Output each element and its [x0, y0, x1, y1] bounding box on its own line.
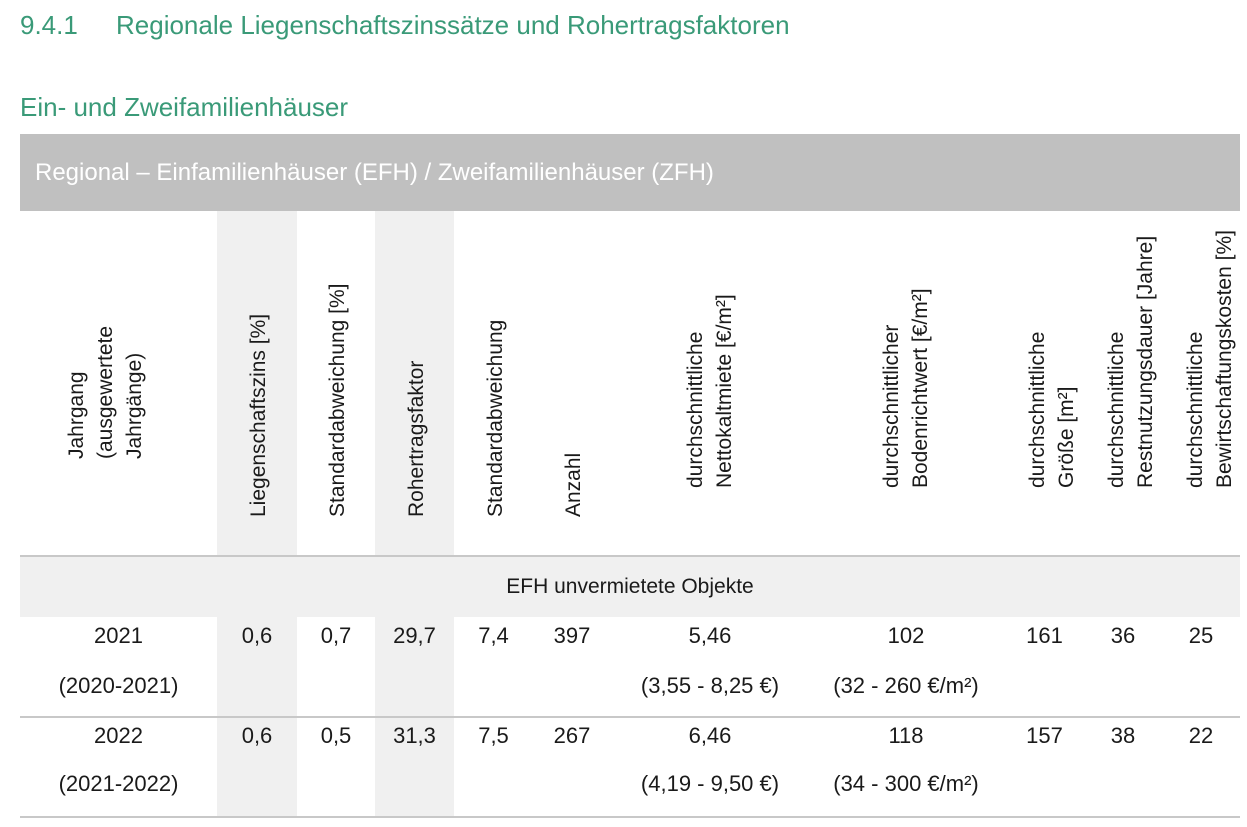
col-header-bewirtschaftungskosten: durchschnittliche Bewirtschaftungskosten… [1184, 230, 1236, 488]
table-banner: Regional – Einfamilienhäuser (EFH) / Zwe… [20, 134, 1240, 211]
row-divider [20, 716, 1240, 718]
col-header-nettokaltmiete: durchschnittliche Nettokaltmiete [€/m²] [684, 294, 736, 488]
cell-faktor: 29,7 [393, 623, 436, 648]
cell-zins-sd: 0,7 [320, 623, 352, 648]
cell-boden-range: (34 - 300 €/m²) [833, 771, 979, 796]
cell-boden: 118 [888, 723, 924, 748]
cell-faktor: 31,3 [393, 723, 436, 748]
col-header-groesse: durchschnittliche Größe [m²] [1026, 331, 1078, 488]
cell-anzahl: 397 [553, 623, 591, 648]
cell-bwk: 25 [1188, 623, 1214, 648]
cell-jahrgang: 2022 [94, 723, 143, 748]
cell-bwk: 22 [1188, 723, 1214, 748]
cell-miete-range: (4,19 - 9,50 €) [640, 771, 780, 796]
col-header-standardabweichung-zins: Standardabweichung [%] [326, 283, 349, 518]
section-heading: 9.4.1 Regionale Liegenschaftszinssätze un… [20, 10, 790, 41]
section-row: EFH unvermietete Objekte [20, 557, 1240, 617]
cell-groesse: 157 [1026, 723, 1063, 748]
cell-jahrgang-range: (2020-2021) [58, 673, 179, 698]
table-bottom-line [20, 816, 1240, 818]
column-shade-faktor-header [375, 211, 454, 557]
cell-boden: 102 [887, 623, 925, 648]
subheading: Ein- und Zweifamilienhäuser [20, 92, 349, 122]
cell-jahrgang-range: (2021-2022) [58, 771, 179, 796]
cell-zins: 0,6 [241, 623, 273, 648]
cell-rnd: 36 [1110, 623, 1136, 648]
cell-groesse: 161 [1026, 623, 1063, 648]
cell-zins: 0,6 [241, 723, 273, 748]
cell-zins-sd: 0,5 [320, 723, 352, 748]
col-header-anzahl: Anzahl [562, 452, 585, 517]
cell-miete-range: (3,55 - 8,25 €) [640, 673, 780, 698]
cell-anzahl: 267 [553, 723, 591, 748]
col-header-jahrgang: Jahrgang (ausgewertete Jahrgänge) [65, 325, 146, 459]
col-header-rohertragsfaktor: Rohertragsfaktor [405, 360, 428, 517]
cell-boden-range: (32 - 260 €/m²) [833, 673, 979, 698]
cell-miete: 6,46 [688, 723, 732, 748]
col-header-standardabweichung-faktor: Standardabweichung [484, 319, 507, 517]
col-header-bodenrichtwert: durchschnittlicher Bodenrichtwert [€/m²] [880, 288, 932, 488]
col-header-restnutzungsdauer: durchschnittliche Restnutzungsdauer [Jah… [1105, 235, 1157, 488]
header-divider [20, 555, 1240, 557]
section-title: Regionale Liegenschaftszinssätze und Roh… [116, 10, 790, 40]
cell-jahrgang: 2021 [94, 623, 143, 648]
col-header-liegenschaftszins: Liegenschaftszins [%] [247, 313, 270, 517]
section-number: 9.4.1 [20, 10, 78, 40]
cell-faktor-sd: 7,5 [478, 723, 509, 748]
cell-faktor-sd: 7,4 [478, 623, 509, 648]
column-shade-zins-header [217, 211, 297, 557]
cell-miete: 5,46 [688, 623, 732, 648]
cell-rnd: 38 [1110, 723, 1136, 748]
